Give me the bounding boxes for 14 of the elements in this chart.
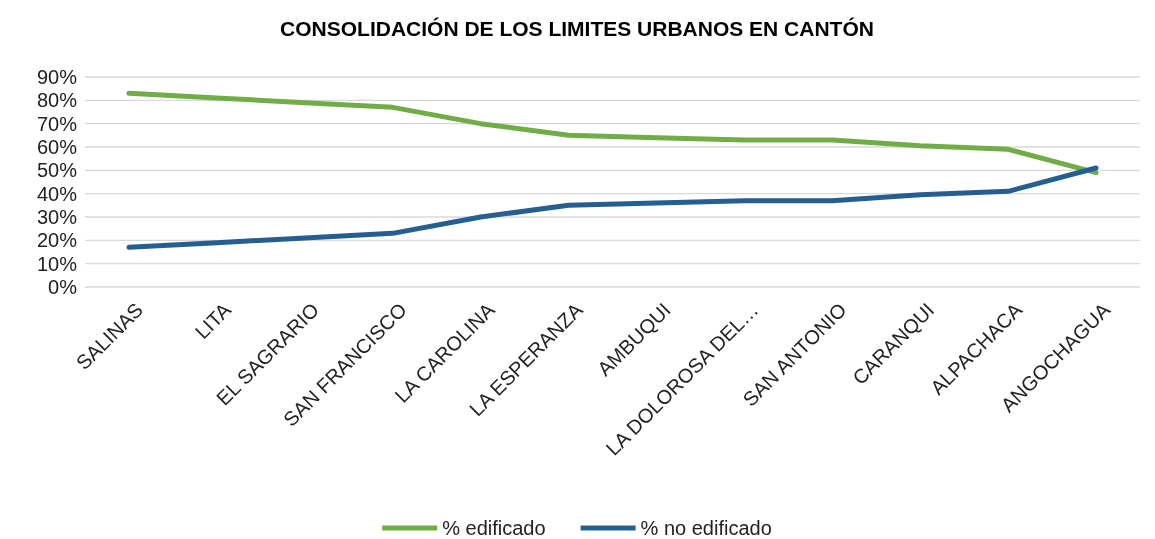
y-tick-label: 60% bbox=[36, 135, 78, 158]
y-tick-label: 90% bbox=[36, 65, 78, 88]
y-tick-label: 70% bbox=[36, 112, 78, 135]
y-tick-label: 20% bbox=[36, 229, 78, 252]
y-tick-label: 30% bbox=[36, 205, 78, 228]
y-tick-label: 40% bbox=[36, 182, 78, 205]
legend-label: % no edificado bbox=[640, 517, 772, 539]
legend-label: % edificado bbox=[442, 517, 546, 539]
y-tick-label: 50% bbox=[36, 159, 78, 182]
y-tick-label: 10% bbox=[36, 252, 78, 275]
y-tick-label: 0% bbox=[48, 275, 78, 298]
chart-title: CONSOLIDACIÓN DE LOS LIMITES URBANOS EN CANTÓN bbox=[280, 17, 874, 40]
y-tick-label: 80% bbox=[36, 89, 78, 112]
x-tick-label: LITA bbox=[190, 298, 236, 344]
